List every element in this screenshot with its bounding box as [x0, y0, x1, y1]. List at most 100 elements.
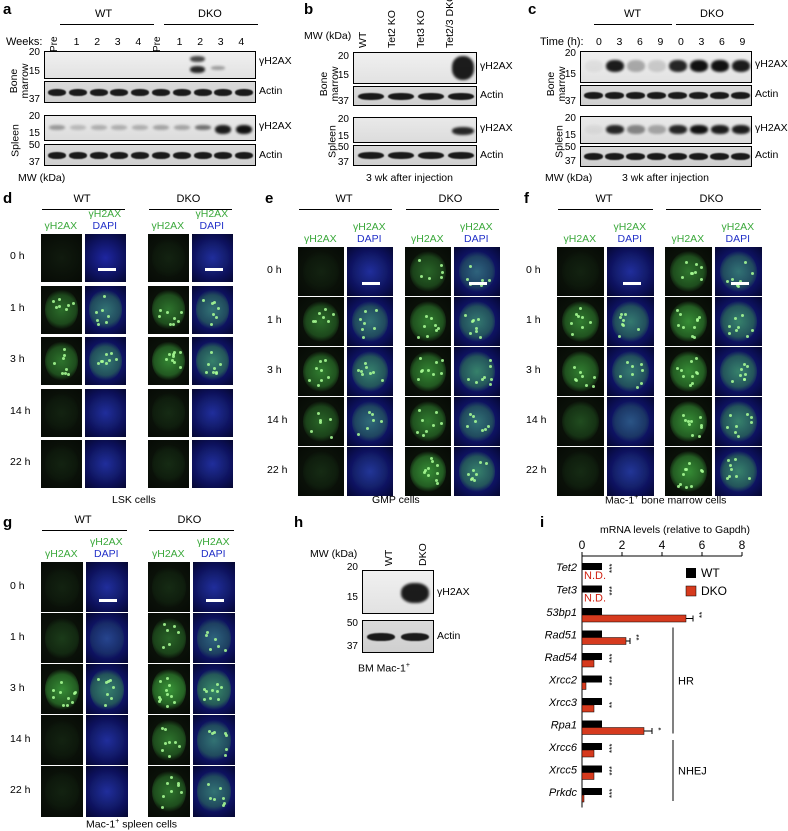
actin-band: [89, 152, 108, 159]
actin-band: [418, 152, 444, 159]
time-label: 6: [637, 36, 643, 48]
focus-dot: [471, 476, 475, 480]
gh2ax-image: [147, 439, 190, 489]
focus-dot: [362, 335, 366, 339]
actin-band: [172, 89, 191, 96]
focus-dot: [697, 434, 701, 438]
focus-dot: [434, 360, 438, 364]
focus-dot: [179, 310, 183, 314]
bar-dko: [581, 727, 645, 735]
focus-dot: [728, 464, 732, 468]
focus-dot: [683, 418, 687, 422]
focus-dot: [621, 318, 625, 322]
focus-dot: [434, 411, 438, 415]
bone-marrow-label: Bone marrow: [318, 66, 341, 102]
nucleus: [409, 400, 447, 443]
focus-dot: [326, 375, 330, 379]
dapi-column-header: DAPI: [199, 220, 225, 232]
gh2ax-band: [648, 60, 666, 72]
actin-band: [647, 92, 666, 99]
merge-image: [453, 246, 501, 297]
nucleus: [45, 237, 78, 279]
nucleus: [561, 250, 600, 293]
focus-dot: [215, 316, 219, 320]
nucleus: [152, 566, 186, 609]
focus-dot: [745, 365, 749, 369]
wt-underline: [558, 209, 653, 210]
nucleus: [45, 392, 78, 433]
focus-dot: [211, 312, 215, 316]
gh2ax-band: [627, 60, 645, 72]
gh2ax-column-header: γH2AX: [44, 220, 78, 232]
focus-dot: [734, 328, 738, 332]
focus-dot: [219, 363, 223, 367]
bar-wt: [582, 720, 602, 728]
focus-dot: [699, 277, 703, 281]
focus-dot: [589, 320, 593, 324]
time-label: 3: [698, 36, 705, 48]
dapi-column-header: DAPI: [357, 233, 382, 245]
nucleus: [45, 289, 78, 330]
nucleus: [561, 450, 600, 493]
focus-dot: [217, 645, 221, 649]
focus-dot: [96, 678, 100, 682]
focus-dot: [162, 645, 166, 649]
bar-wt: [582, 608, 602, 615]
gh2ax-image: [297, 446, 345, 497]
focus-dot: [440, 358, 444, 362]
focus-dot: [380, 420, 384, 424]
gh2ax-band: [69, 125, 86, 130]
focus-dot: [211, 371, 215, 375]
merge-image: [192, 561, 236, 614]
category-label: Rad54: [545, 652, 577, 664]
focus-dot: [320, 368, 324, 372]
focus-dot: [207, 782, 211, 786]
focus-dot: [203, 687, 207, 691]
focus-dot: [731, 380, 735, 384]
actin-band: [367, 633, 395, 641]
nucleus: [45, 668, 79, 711]
time-label: Time (h):: [540, 36, 584, 48]
focus-dot: [58, 304, 61, 308]
x-tick-label: 0: [579, 538, 586, 552]
gh2ax-label: γH2AX: [259, 55, 292, 67]
time-label: 6: [719, 36, 725, 48]
mw-15: 15: [28, 128, 40, 139]
actin-band: [605, 92, 624, 99]
merge-image: [85, 561, 129, 614]
focus-dot: [682, 326, 686, 330]
dko-header: DKO: [700, 8, 724, 20]
focus-dot: [173, 316, 177, 320]
focus-dot: [699, 265, 703, 269]
chart-title-text: mRNA levels (relative to Gapdh): [600, 524, 750, 536]
timepoint-label: 14 h: [10, 404, 31, 417]
nucleus: [152, 617, 186, 660]
focus-dot: [215, 682, 219, 686]
focus-dot: [177, 783, 181, 787]
focus-dot: [94, 310, 98, 314]
focus-dot: [690, 360, 694, 363]
focus-dot: [432, 423, 436, 427]
focus-dot: [424, 314, 428, 318]
panel-label-c: c: [528, 1, 537, 18]
focus-dot: [67, 304, 71, 308]
focus-dot: [209, 797, 213, 801]
nucleus: [351, 300, 389, 343]
gh2ax-band: [111, 125, 128, 130]
actin-band: [689, 153, 708, 160]
gh2ax-label: γH2AX: [480, 60, 513, 72]
merge-image: [714, 296, 763, 347]
focus-dot: [693, 335, 697, 339]
merge-image: [346, 296, 394, 347]
merge-image: [85, 612, 129, 665]
timepoint-label: 0 h: [10, 579, 25, 592]
actin-band: [358, 152, 384, 159]
focus-dot: [479, 336, 483, 340]
focus-dot: [584, 383, 588, 387]
focus-dot: [687, 422, 691, 426]
week-label: 1: [176, 36, 183, 48]
category-label: Rpa1: [551, 720, 577, 732]
merge-image: [191, 284, 234, 335]
focus-dot: [682, 414, 686, 418]
